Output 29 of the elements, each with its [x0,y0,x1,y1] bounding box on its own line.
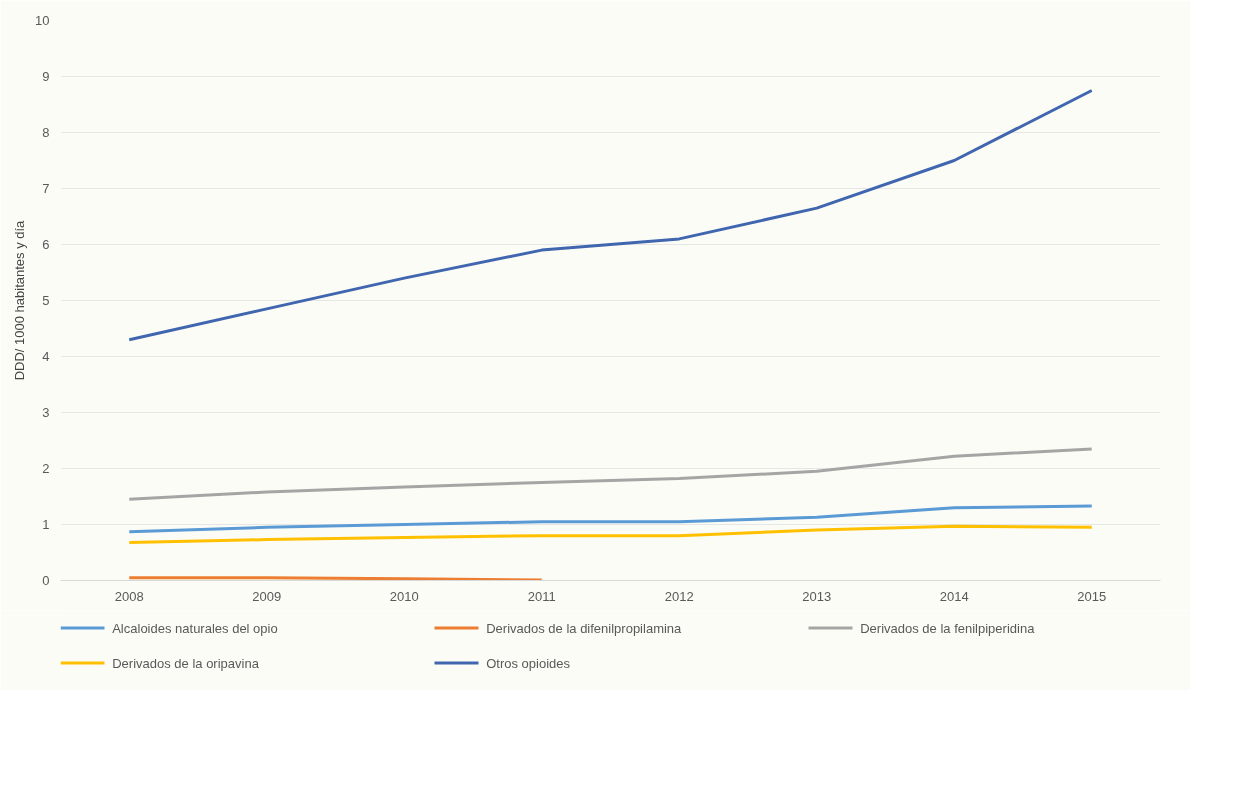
x-tick-label: 2012 [664,588,694,604]
legend-label: Alcaloides naturales del opio [112,620,278,636]
legend-label: Derivados de la fenilpiperidina [860,620,1036,636]
y-tick-label: 9 [42,69,50,84]
y-tick-label: 4 [42,349,50,364]
y-tick-label: 5 [42,293,50,308]
x-tick-label: 2015 [1077,588,1107,604]
legend-label: Derivados de la difenilpropilamina [486,620,683,636]
legend-label: Otros opioides [486,655,571,671]
y-tick-label: 2 [42,461,50,476]
y-tick-label: 6 [42,237,50,252]
line-series [127,89,1094,342]
x-tick-label: 2013 [802,588,832,604]
y-tick-label: 10 [35,13,50,28]
x-tick-label: 2009 [252,588,282,604]
x-tick-label: 2010 [389,588,419,604]
x-tick-label: 2008 [114,588,144,604]
x-tick-label: 2011 [527,588,556,604]
legend-label: Derivados de la oripavina [112,655,260,671]
y-tick-label: 1 [42,517,50,532]
line-series [127,524,1094,544]
y-tick-label: 3 [42,405,50,420]
y-tick-label: 7 [42,181,50,196]
y-tick-label: 8 [42,125,50,140]
line-series [127,447,1094,501]
y-axis-title: DDD/ 1000 habitantes y día [12,219,28,381]
line-series [127,504,1094,534]
x-tick-label: 2014 [939,588,969,604]
y-tick-label: 0 [42,573,50,588]
